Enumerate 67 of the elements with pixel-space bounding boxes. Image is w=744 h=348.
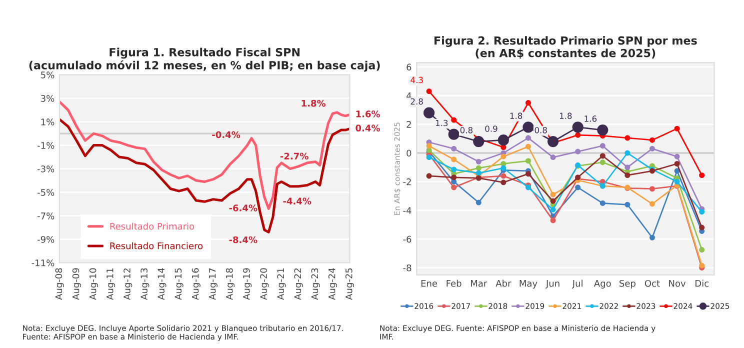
x-tick-label: Abr xyxy=(496,280,512,287)
annotation: -0.4% xyxy=(212,131,240,138)
y-tick-label: -8 xyxy=(403,264,412,272)
x-tick-label: Feb xyxy=(446,280,462,287)
annotation: 0.4% xyxy=(356,124,380,132)
data-label: 1.8 xyxy=(560,112,572,119)
x-tick-label: Aug-18 xyxy=(226,268,235,300)
annotation: -6.4% xyxy=(229,204,258,212)
x-tick-label: Aug-24 xyxy=(328,268,337,300)
x-tick-label: Dic xyxy=(696,280,708,287)
y-tick-label: 6 xyxy=(406,64,412,70)
y-tick-label: -5% xyxy=(38,189,54,196)
x-tick-label: Aug-22 xyxy=(294,268,303,300)
x-tick-label: Aug-25 xyxy=(345,268,354,300)
data-label: 0.9 xyxy=(485,126,498,132)
x-tick-label: Oct xyxy=(644,280,660,287)
x-tick-label: Aug-08 xyxy=(55,268,64,300)
annotation: -4.4% xyxy=(283,198,312,205)
x-tick-label: Mar xyxy=(471,280,488,287)
y-tick-label: -2 xyxy=(403,178,411,186)
x-tick-label: Aug-23 xyxy=(311,268,320,300)
y-tick-label: -1% xyxy=(38,142,54,149)
x-tick-label: Sep xyxy=(620,280,636,289)
x-tick-label: Aug-17 xyxy=(209,268,218,300)
x-tick-label: Ago xyxy=(594,280,611,289)
y-tick-label: -11% xyxy=(32,259,54,266)
legend-label: Resultado Financiero xyxy=(110,242,203,250)
x-tick-label: Aug-19 xyxy=(243,268,252,300)
x-tick-label: May xyxy=(520,280,538,289)
x-tick-label: Ene xyxy=(421,280,438,287)
y-tick-label: 2 xyxy=(406,121,411,128)
x-tick-label: Jul xyxy=(572,280,582,288)
x-tick-label: Aug-13 xyxy=(140,268,150,300)
data-label: 0.8 xyxy=(534,127,547,134)
y-tick-label: -6 xyxy=(403,236,412,243)
x-tick-label: Aug-11 xyxy=(106,268,116,300)
y-tick-label: -7% xyxy=(38,212,54,220)
chart-title: Figura 1. Resultado Fiscal SPN (acumulado móvil 12 meses, en % del PIB; en base caja) xyxy=(29,48,380,72)
x-tick-label: Jun xyxy=(546,280,560,288)
x-tick-label: Aug-12 xyxy=(124,268,132,300)
x-tick-label: Nov xyxy=(669,280,686,287)
data-label: 1.3 xyxy=(436,120,448,126)
y-tick-label: -4 xyxy=(403,207,412,214)
x-tick-label: Aug-15 xyxy=(174,268,184,300)
data-label: 2.8 xyxy=(410,98,423,105)
data-label: 1.6 xyxy=(584,116,597,122)
annotation: -8.4% xyxy=(229,236,258,244)
legend-label: Resultado Primario xyxy=(110,222,194,230)
annotation: -2.7% xyxy=(280,152,308,160)
data-label: 4.3 xyxy=(410,76,423,84)
data-label: 0.8 xyxy=(460,127,473,134)
y-tick-label: 1% xyxy=(41,118,54,126)
annotation: 1.6% xyxy=(356,110,380,118)
x-tick-label: Aug-09 xyxy=(72,268,81,300)
y-tick-label: 5% xyxy=(41,72,54,78)
y-tick-label: -9% xyxy=(38,236,54,243)
y-tick-label: 3% xyxy=(41,95,54,102)
x-tick-label: Aug-14 xyxy=(158,268,166,300)
chart-title: Figura 2. Resultado Primario SPN por mes (en AR$ constantes de 2025) xyxy=(434,36,697,59)
y-tick-label: -3% xyxy=(38,166,54,172)
x-tick-label: Aug-10 xyxy=(89,268,98,300)
x-tick-label: Aug-16 xyxy=(192,268,200,300)
annotation: 1.8% xyxy=(302,100,326,107)
x-tick-label: Aug-20 xyxy=(260,268,269,300)
data-label: 1.8 xyxy=(510,112,522,119)
x-tick-label: Aug-21 xyxy=(277,268,286,300)
y-tick-label: 0 xyxy=(406,150,412,157)
